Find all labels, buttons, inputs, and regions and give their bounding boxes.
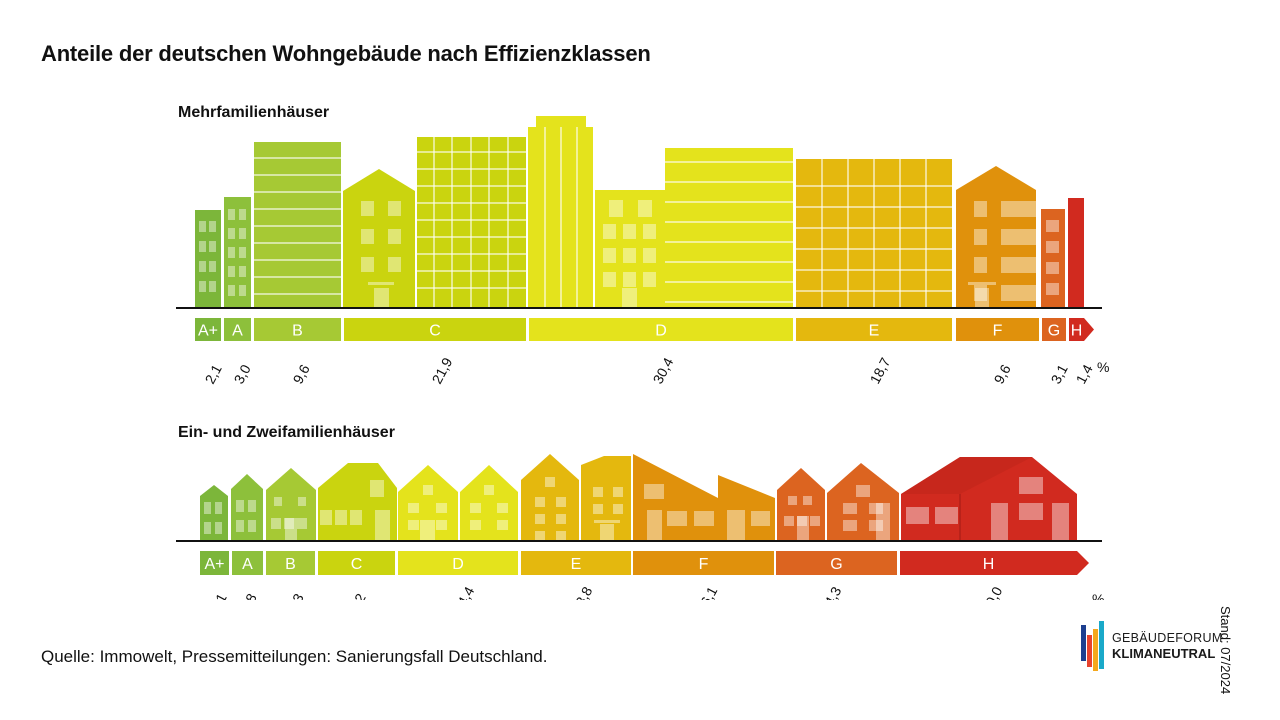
unit-label: %	[1092, 591, 1104, 600]
class-segment-g	[776, 551, 897, 575]
class-segment-h	[900, 551, 1089, 575]
class-segment-a	[224, 318, 251, 341]
value-label-g: 3,1	[1048, 362, 1071, 387]
class-label-a-plus: A+	[198, 323, 218, 340]
house-efh-f	[633, 454, 775, 540]
building-mfh-a	[224, 197, 251, 308]
building-mfh-g	[1041, 209, 1065, 308]
value-label-h: 1,4	[1073, 362, 1096, 387]
building-mfh-c1	[343, 169, 415, 308]
class-label-d: D	[452, 556, 464, 573]
class-label-f: F	[699, 556, 709, 573]
value-label-c: 9,2	[346, 591, 369, 600]
value-label-g: 14,3	[818, 584, 845, 600]
value-label-a: 3,0	[231, 362, 254, 387]
house-efh-a	[231, 474, 263, 540]
value-label-a-plus: 3,1	[207, 591, 230, 600]
building-mfh-e	[796, 159, 952, 308]
efficiency-class-charts: A+ 2,1 A 3,0 B 9,6 C 21,9 D 30,4 E 18,7 F 9,6 G 3,1 H 1,4…	[176, 116, 1109, 600]
unit-label: %	[1097, 359, 1109, 375]
class-label-c: C	[429, 323, 441, 340]
value-label-a-plus: 2,1	[202, 362, 225, 387]
value-label-a: 3,8	[237, 591, 260, 600]
page-title: Anteile der deutschen Wohngebäude nach E…	[41, 41, 651, 66]
value-label-c: 21,9	[429, 355, 456, 387]
class-segment-g	[1042, 318, 1066, 341]
value-label-d: 14,4	[451, 584, 478, 600]
building-mfh-f	[956, 166, 1036, 308]
class-segment-d	[398, 551, 518, 575]
building-mfh-b	[254, 142, 341, 308]
class-segment-c	[318, 551, 395, 575]
value-label-b: 5,3	[284, 591, 307, 600]
value-label-h: 20,0	[979, 584, 1006, 600]
house-efh-h	[901, 457, 1077, 540]
class-segment-a	[232, 551, 263, 575]
value-label-f: 9,6	[991, 362, 1014, 387]
class-segment-c	[344, 318, 526, 341]
class-label-e: E	[869, 323, 880, 340]
skyline-mehrfamilienhaeuser	[176, 116, 1102, 309]
class-label-b: B	[285, 556, 296, 573]
class-label-d: D	[655, 323, 667, 340]
class-band-mfh: A+ 2,1 A 3,0 B 9,6 C 21,9 D 30,4 E 18,7 F 9,6 G 3,1 H 1,4…	[195, 318, 1109, 386]
class-label-e: E	[571, 556, 582, 573]
class-segment-b	[254, 318, 341, 341]
class-label-h: H	[1071, 323, 1083, 340]
value-label-e: 18,7	[867, 355, 894, 387]
class-label-a: A	[242, 556, 253, 573]
chart-title-mehrfamilienhaeuser: Mehrfamilienhäuser	[178, 104, 330, 121]
class-label-a: A	[232, 323, 243, 340]
building-mfh-c2	[417, 137, 526, 308]
class-label-a-plus: A+	[204, 556, 224, 573]
building-mfh-d2	[595, 190, 665, 308]
house-efh-e1	[521, 454, 579, 541]
value-label-f: 16,1	[694, 584, 721, 600]
logo-mark-icon	[1081, 621, 1104, 671]
building-mfh-a-plus	[195, 210, 221, 308]
skyline-ein-zweifamilienhaeuser	[176, 454, 1102, 542]
building-mfh-h	[1068, 198, 1084, 308]
building-mfh-d1	[528, 116, 593, 308]
house-efh-d1	[398, 465, 458, 540]
class-segment-f	[956, 318, 1039, 341]
class-label-f: F	[993, 323, 1003, 340]
logo-text-klimaneutral: KLIMANEUTRAL	[1112, 646, 1216, 661]
house-efh-b	[266, 468, 316, 540]
class-label-c: C	[351, 556, 363, 573]
chart-title-ein-zweifamilienhaeuser: Ein- und Zweifamilienhäuser	[178, 424, 395, 441]
value-label-e: 13,8	[569, 584, 596, 600]
class-segment-b	[266, 551, 315, 575]
source-text: Quelle: Immowelt, Pressemitteilungen: Sa…	[41, 647, 548, 666]
house-efh-a-plus	[200, 485, 228, 540]
gebaeudeforum-logo: GEBÄUDEFORUM KLIMANEUTRAL	[1081, 619, 1241, 673]
class-label-b: B	[292, 323, 303, 340]
house-efh-c	[318, 463, 397, 540]
class-segment-e	[521, 551, 631, 575]
class-label-g: G	[830, 556, 842, 573]
building-mfh-d3	[665, 148, 793, 308]
house-efh-g2	[827, 463, 899, 540]
value-label-d: 30,4	[650, 355, 677, 387]
class-label-h: H	[983, 556, 995, 573]
class-segment-h	[1069, 318, 1094, 341]
logo-text-gebaeudeforum: GEBÄUDEFORUM	[1112, 631, 1223, 645]
class-segment-f	[633, 551, 774, 575]
class-segment-e	[796, 318, 952, 341]
class-segment-d	[529, 318, 793, 341]
class-segment-a-plus	[200, 551, 229, 575]
house-efh-d2	[460, 465, 518, 540]
class-label-g: G	[1048, 323, 1060, 340]
value-label-b: 9,6	[290, 362, 313, 387]
house-efh-e2	[581, 456, 631, 540]
class-band-efh: A+ 3,1 A 3,8 B 5,3 C 9,2 D 14,4 E 13,8 F 16,1 G 14,3 H 20…	[200, 551, 1104, 600]
class-segment-a-plus	[195, 318, 221, 341]
house-efh-g1	[777, 468, 825, 540]
